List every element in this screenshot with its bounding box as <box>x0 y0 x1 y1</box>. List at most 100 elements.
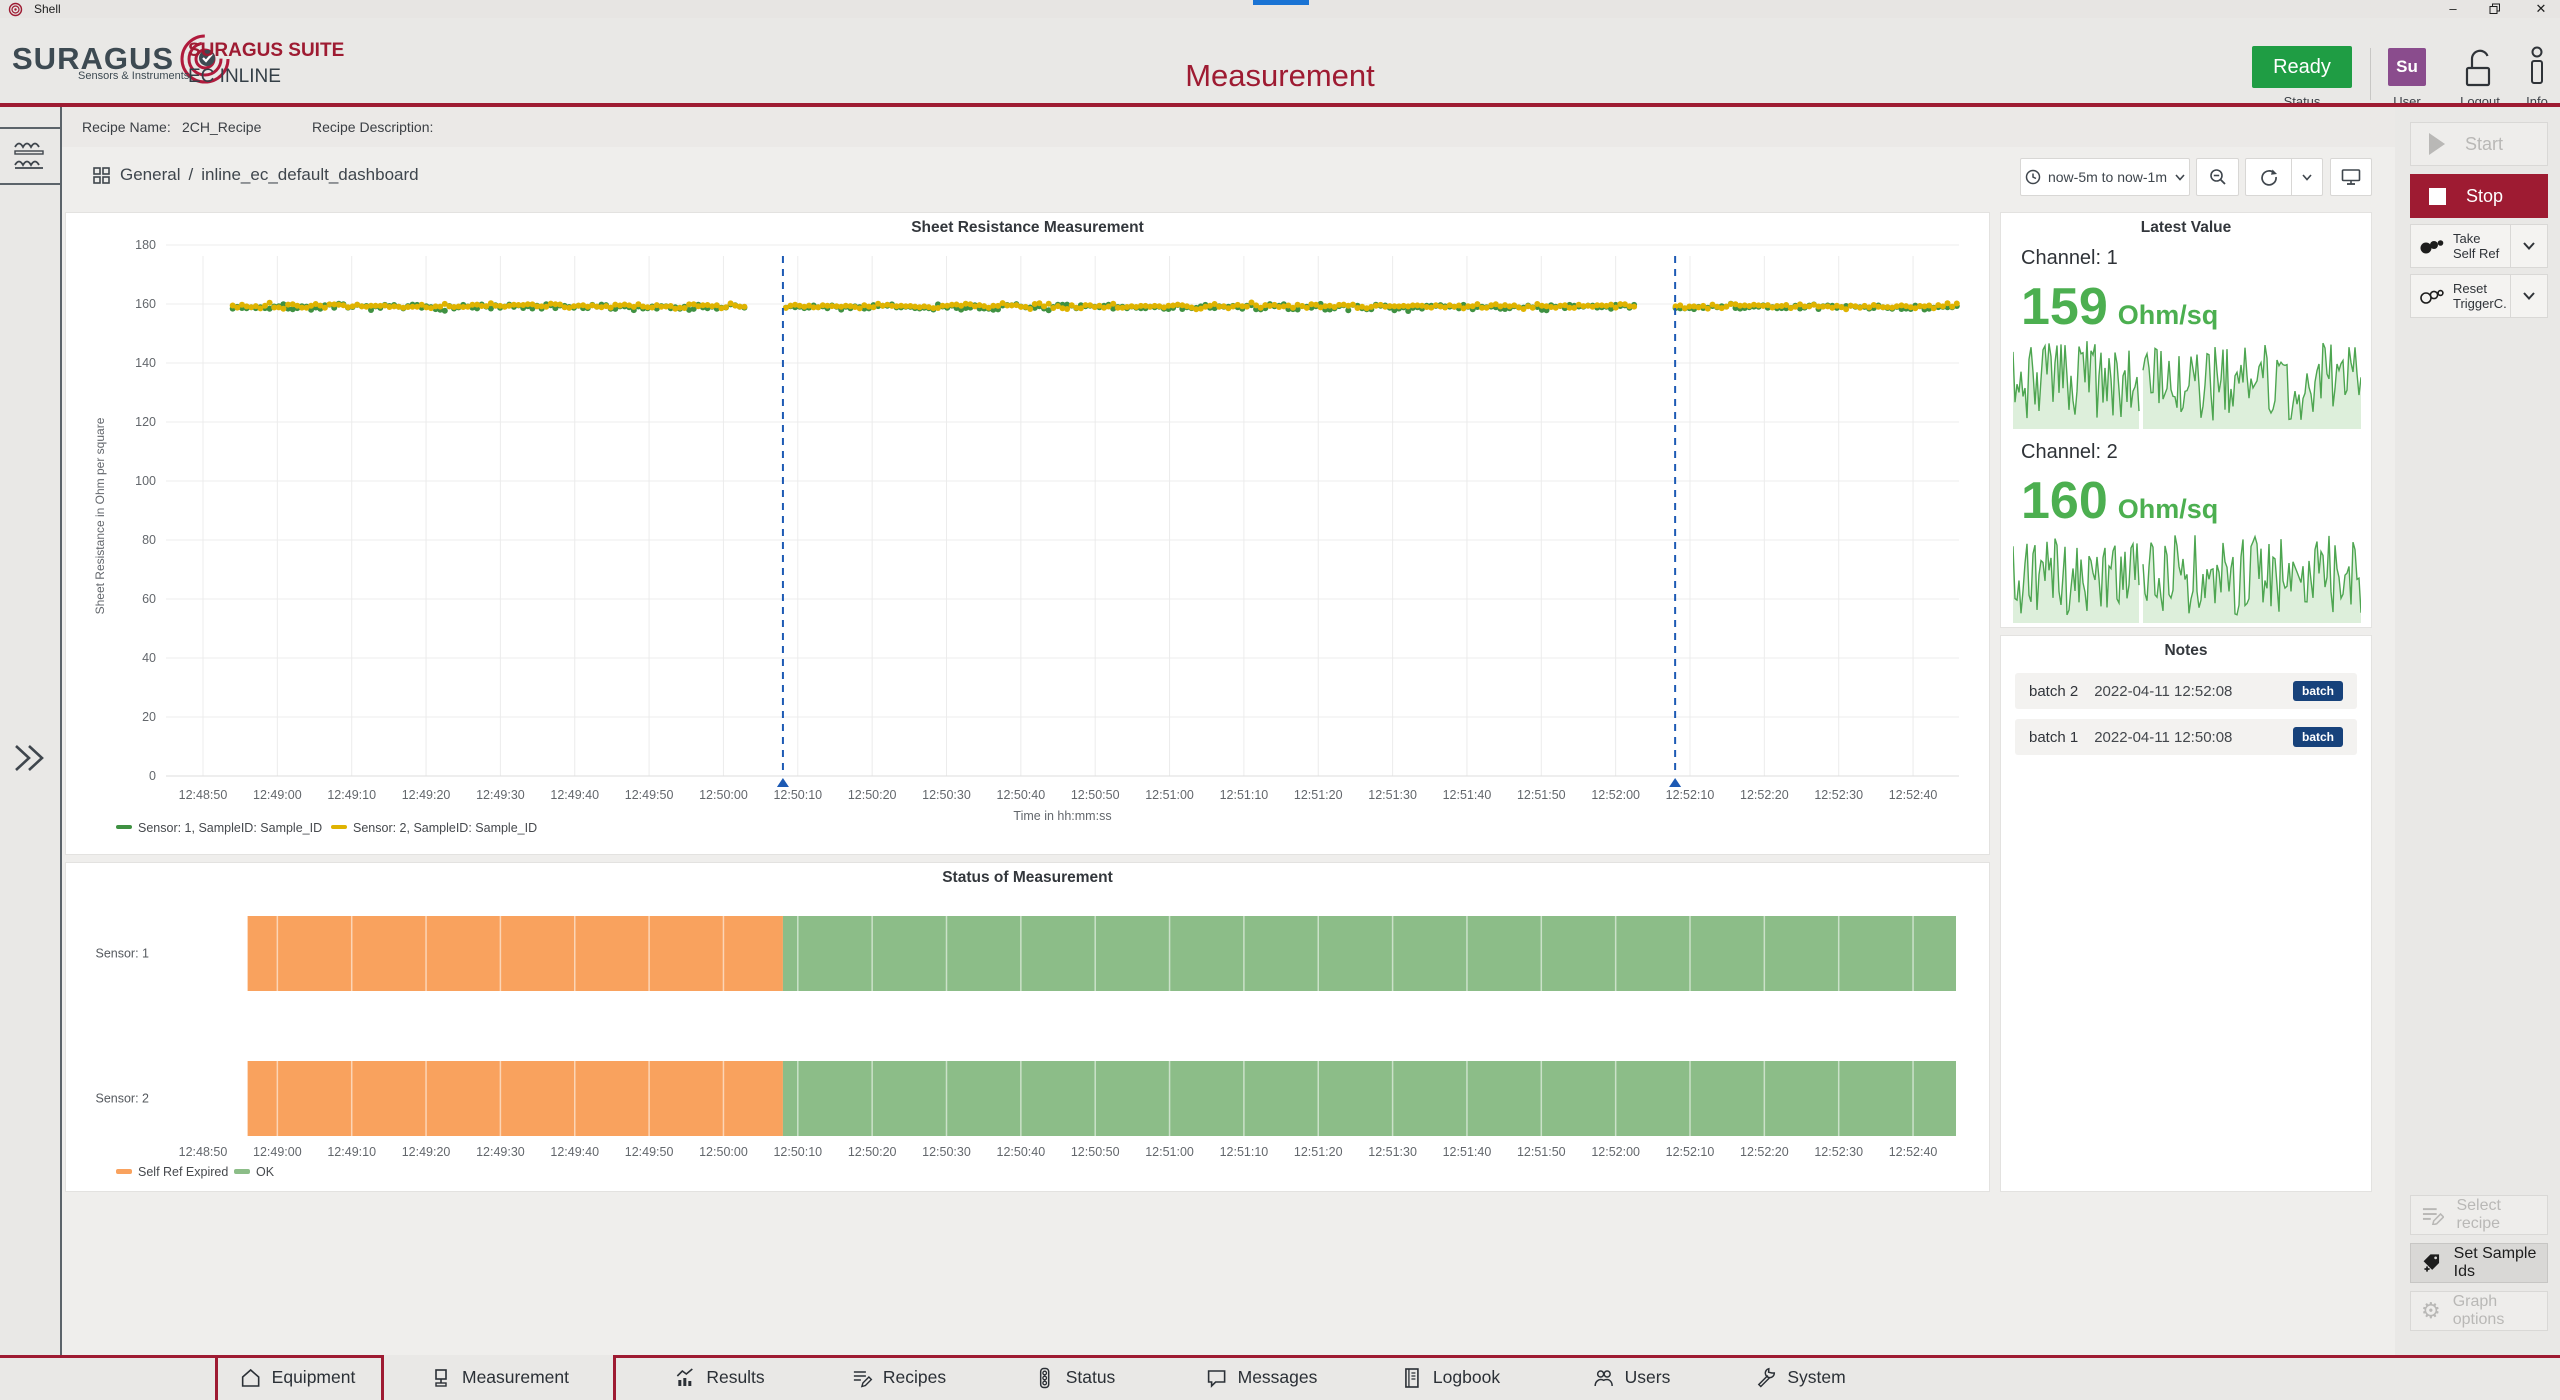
svg-text:12:52:10: 12:52:10 <box>1666 788 1715 802</box>
book-icon <box>1405 1367 1419 1388</box>
recipe-icon <box>2422 1208 2445 1225</box>
close-button[interactable]: ✕ <box>2535 1 2547 16</box>
users-icon <box>1594 1369 1613 1386</box>
sensor-plates-icon <box>14 142 44 169</box>
sidebar-expand-icon[interactable] <box>12 742 48 774</box>
tab-system[interactable]: System <box>1754 1355 1846 1400</box>
house-icon <box>241 1368 260 1387</box>
restore-icon <box>2489 3 2500 14</box>
status-chart[interactable]: Sensor: 1 Sensor: 2 12:48:50 12:49:00 12:49:… <box>66 863 1989 1191</box>
svg-text:12:52:30: 12:52:30 <box>1814 788 1863 802</box>
tab-status[interactable]: Status <box>1033 1355 1116 1400</box>
set-sample-ids-label: Set Sample Ids <box>2453 1245 2537 1280</box>
svg-text:12:51:20: 12:51:20 <box>1294 788 1343 802</box>
chevron-down-icon <box>2523 292 2535 300</box>
refresh-button[interactable] <box>2246 159 2291 195</box>
panel-sheet-resistance: Sheet Resistance Measurement 0 20 40 60 80 10… <box>65 212 1990 855</box>
tab-logbook[interactable]: Logbook <box>1400 1355 1500 1400</box>
panel-status-of-measurement: Status of Measurement Sensor: 1 Sensor: 2… <box>65 862 1990 1192</box>
svg-text:12:49:10: 12:49:10 <box>327 1145 376 1159</box>
stop-button[interactable]: Stop <box>2410 174 2548 218</box>
tab-equipment[interactable]: Equipment <box>239 1355 356 1400</box>
chevron-down-icon <box>2302 173 2312 181</box>
take-self-ref-line2: Self Ref <box>2453 246 2500 261</box>
time-range-picker[interactable]: now-5m to now-1m <box>2020 158 2190 196</box>
restore-button[interactable] <box>2482 1 2508 17</box>
tab-label: Equipment <box>271 1367 356 1387</box>
channel-1-number: 159 <box>2021 278 2108 336</box>
info-person-icon[interactable] <box>2528 46 2546 90</box>
breadcrumb-folder[interactable]: General <box>120 165 181 184</box>
channel-1-sparkline <box>2013 333 2361 429</box>
svg-text:OK: OK <box>256 1165 275 1179</box>
notes-title[interactable]: Notes <box>2164 642 2208 659</box>
refresh-button-group[interactable] <box>2245 158 2323 196</box>
note-row[interactable]: batch 1 2022-04-11 12:50:08 batch <box>2015 719 2357 755</box>
tab-label: Messages <box>1237 1367 1318 1387</box>
take-self-ref-dropdown[interactable] <box>2510 225 2547 267</box>
note-tag-badge: batch <box>2292 727 2343 747</box>
svg-text:12:49:40: 12:49:40 <box>550 1145 599 1159</box>
sensor-outline-icon <box>2420 289 2444 304</box>
gear-icon: ⚙ <box>2421 1298 2441 1323</box>
tab-recipes[interactable]: Recipes <box>850 1355 946 1400</box>
logo-mark-icon <box>180 34 230 84</box>
sheet-resistance-chart[interactable]: 0 20 40 60 80 100 120 140 160 180 12:48:50 12:49:00… <box>66 213 1989 854</box>
set-sample-ids-button[interactable]: Set Sample Ids <box>2410 1243 2548 1283</box>
reset-trigger-button[interactable]: Reset TriggerC. <box>2410 274 2548 318</box>
reset-trigger-dropdown[interactable] <box>2510 275 2547 317</box>
note-row[interactable]: batch 2 2022-04-11 12:52:08 batch <box>2015 673 2357 709</box>
refresh-icon <box>2260 169 2277 186</box>
tv-mode-button[interactable] <box>2330 158 2372 196</box>
sidebar-sensor-tab[interactable] <box>0 127 62 185</box>
recipe-name-value: 2CH_Recipe <box>182 119 262 135</box>
select-recipe-button[interactable]: Select recipe <box>2410 1195 2548 1235</box>
tabbar-wall <box>381 1355 384 1400</box>
tab-users[interactable]: Users <box>1592 1355 1670 1400</box>
start-button[interactable]: Start <box>2410 122 2548 166</box>
svg-text:12:50:10: 12:50:10 <box>773 788 822 802</box>
sidebar-border <box>60 107 62 1355</box>
tab-messages[interactable]: Messages <box>1205 1355 1318 1400</box>
clock-icon <box>2025 169 2041 185</box>
wrench-icon <box>1757 1367 1776 1388</box>
reset-trigger-line1: Reset <box>2453 281 2487 296</box>
channel-1-unit: Ohm/sq <box>2117 300 2219 330</box>
logout-lock-icon[interactable] <box>2462 48 2496 90</box>
breadcrumb-dashboard-name[interactable]: inline_ec_default_dashboard <box>201 165 419 184</box>
svg-text:12:52:20: 12:52:20 <box>1740 1145 1789 1159</box>
svg-text:12:49:10: 12:49:10 <box>327 788 376 802</box>
take-self-ref-button[interactable]: Take Self Ref <box>2410 224 2548 268</box>
status-chart-title[interactable]: Status of Measurement <box>942 869 1113 886</box>
svg-text:0: 0 <box>149 769 156 783</box>
minimize-button[interactable]: – <box>2449 1 2457 16</box>
zoom-out-button[interactable] <box>2196 158 2239 196</box>
svg-text:12:50:40: 12:50:40 <box>997 1145 1046 1159</box>
graph-options-label: Graph options <box>2452 1293 2505 1328</box>
note-name: batch 1 <box>2029 728 2079 746</box>
header-separator <box>0 103 2560 107</box>
tabbar-border <box>0 1355 381 1358</box>
logo-wordmark: SURAGUS <box>12 41 175 76</box>
latest-value-title[interactable]: Latest Value <box>2140 219 2232 236</box>
channel-2-value: 160 Ohm/sq <box>2021 471 2218 531</box>
breadcrumb[interactable]: General / inline_ec_default_dashboard <box>93 165 419 185</box>
tv-mode-icon <box>2341 169 2361 185</box>
refresh-interval-dropdown[interactable] <box>2291 159 2322 195</box>
user-avatar[interactable]: Su <box>2388 48 2426 86</box>
svg-text:12:50:10: 12:50:10 <box>773 1145 822 1159</box>
page-title: Measurement <box>1185 58 1375 93</box>
tab-label: Status <box>1065 1367 1116 1387</box>
svg-text:12:50:30: 12:50:30 <box>922 788 971 802</box>
sheet-resistance-title[interactable]: Sheet Resistance Measurement <box>911 219 1144 236</box>
svg-text:80: 80 <box>142 533 156 547</box>
svg-text:12:50:50: 12:50:50 <box>1071 788 1120 802</box>
svg-text:12:50:40: 12:50:40 <box>997 788 1046 802</box>
tab-results[interactable]: Results <box>673 1355 765 1400</box>
tab-measurement[interactable]: Measurement <box>429 1355 569 1400</box>
svg-text:12:51:10: 12:51:10 <box>1220 1145 1269 1159</box>
dashboard-grid-icon <box>93 166 110 184</box>
graph-options-button[interactable]: ⚙ Graph options <box>2410 1291 2548 1331</box>
left-sidebar <box>0 107 62 1355</box>
play-icon <box>2429 133 2445 155</box>
